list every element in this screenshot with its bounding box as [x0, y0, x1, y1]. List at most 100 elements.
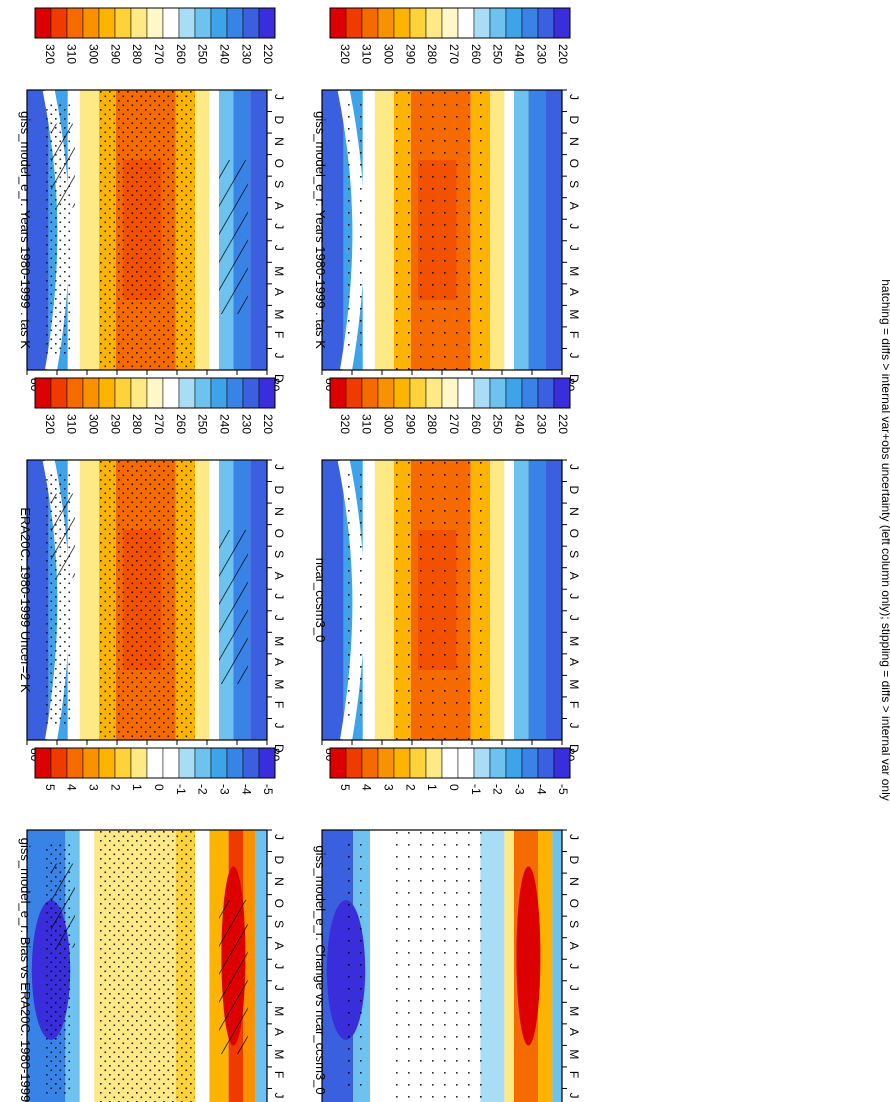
contour-band: [362, 90, 375, 370]
colorbar-frame: [329, 7, 571, 39]
colorbar-swatch: [34, 7, 52, 39]
contour-band: [195, 90, 210, 370]
contour-band: [322, 460, 344, 740]
month-tick-label: F: [567, 331, 581, 338]
colorbar-swatch: [130, 7, 148, 39]
month-tick-label: D: [567, 856, 581, 865]
contour-band: [504, 830, 514, 1102]
month-tick-label: J: [567, 245, 581, 251]
colorbar-tick-label: 270: [447, 44, 461, 64]
colorbar-swatch: [329, 7, 347, 39]
colorbar-tick-label: 250: [491, 414, 505, 434]
colorbar-swatch: [409, 7, 427, 39]
colorbar-swatch: [505, 377, 523, 409]
month-tick-label: D: [272, 856, 286, 865]
colorbar-frame: [329, 377, 571, 409]
colorbar-swatch: [98, 747, 116, 779]
month-tick-label: J: [272, 223, 286, 229]
month-tick-label: J: [567, 1092, 581, 1098]
colorbar-swatch: [441, 747, 459, 779]
colorbar-tick-label: 3: [382, 784, 396, 791]
colorbar-swatch: [393, 377, 411, 409]
colorbar-swatch: [194, 7, 212, 39]
month-tick-label: M: [567, 636, 581, 646]
month-tick-label: J: [567, 352, 581, 358]
month-tick-label: M: [272, 309, 286, 319]
colorbar-tick-label: 290: [108, 44, 122, 64]
colorbar-tick-label: 310: [65, 414, 79, 434]
colorbar-tick-label: 310: [360, 44, 374, 64]
colorbar-tick-label: 280: [425, 44, 439, 64]
plot-area: 8060°N20020°S6080DJFMAMJJASONDJ: [321, 829, 581, 1102]
colorbar-tick-label: -2: [196, 784, 210, 795]
colorbar-frame: [34, 377, 276, 409]
month-tick-label: D: [567, 486, 581, 495]
hatching: [51, 123, 75, 208]
colorbar-swatch: [130, 377, 148, 409]
colorbar-tick-label: 300: [87, 414, 101, 434]
month-tick-label: J: [272, 722, 286, 728]
colorbar-swatch: [393, 747, 411, 779]
month-tick-label: J: [272, 615, 286, 621]
month-tick-label: A: [272, 288, 286, 296]
hatching: [219, 160, 248, 314]
colorbar: 320 310 300 290 280 270 260 250 240 230 220: [329, 377, 571, 434]
colorbar-tick-label: 320: [43, 414, 57, 434]
month-tick-label: N: [272, 877, 286, 886]
contour-band: [209, 90, 219, 370]
colorbar-swatch: [505, 747, 523, 779]
colorbar-swatch: [114, 747, 132, 779]
colorbar-swatch: [441, 7, 459, 39]
contour-band: [250, 90, 267, 370]
colorbar-swatch: [553, 747, 571, 779]
plot-area: 8060°N20020°S6080DJFMAMJJASONDJ: [26, 829, 286, 1102]
contour-band: [255, 830, 267, 1102]
colorbar-swatch: [82, 377, 100, 409]
colorbar-swatch: [425, 7, 443, 39]
contour-band: [195, 460, 210, 740]
month-tick-label: S: [272, 920, 286, 928]
colorbar: 320 310 300 290 280 270 260 250 240 230 220: [34, 377, 276, 434]
month-tick-label: J: [567, 834, 581, 840]
month-tick-label: O: [272, 529, 286, 538]
colorbar-swatch: [178, 747, 196, 779]
hatching: [51, 863, 75, 948]
colorbar-swatch: [329, 377, 347, 409]
colorbar-swatch: [361, 747, 379, 779]
colorbar-swatch: [329, 747, 347, 779]
colorbar-swatch: [409, 377, 427, 409]
colorbar-swatch: [226, 747, 244, 779]
colorbar-tick-label: 280: [130, 414, 144, 434]
colorbar-tick-label: 240: [512, 414, 526, 434]
colorbar-swatch: [146, 747, 164, 779]
colorbar-swatch: [162, 747, 180, 779]
month-tick-label: J: [567, 94, 581, 100]
panel-1: 3203103002902802702602502402302208060°N2…: [18, 7, 286, 392]
colorbar-tick-label: 320: [338, 414, 352, 434]
colorbar-tick-label: 220: [556, 414, 570, 434]
colorbar-swatch: [457, 377, 475, 409]
colorbar-tick-label: -2: [491, 784, 505, 795]
panels-layer: 3203103002902802702602502402302208060°N2…: [18, 7, 581, 1102]
month-tick-label: J: [272, 94, 286, 100]
colorbar-swatch: [473, 747, 491, 779]
colorbar-swatch: [242, 747, 260, 779]
colorbar: 320 310 300 290 280 270 260 250 240 230 220: [329, 7, 571, 64]
month-tick-label: J: [272, 1092, 286, 1098]
colorbar-tick-label: 220: [556, 44, 570, 64]
colorbar-tick-label: 0: [447, 784, 461, 791]
colorbar-tick-label: 290: [108, 414, 122, 434]
colorbar-swatch: [178, 7, 196, 39]
month-tick-label: M: [272, 266, 286, 276]
colorbar-swatch: [537, 7, 555, 39]
stippling: [99, 460, 195, 740]
colorbar-swatch: [377, 377, 395, 409]
colorbar-swatch: [521, 377, 539, 409]
colorbar-swatch: [242, 377, 260, 409]
month-tick-label: A: [272, 1028, 286, 1036]
colorbar-tick-label: -4: [239, 784, 253, 795]
colorbar-swatch: [361, 377, 379, 409]
stippling: [341, 844, 366, 1096]
month-tick-label: N: [567, 877, 581, 886]
colorbar-tick-label: 290: [403, 414, 417, 434]
